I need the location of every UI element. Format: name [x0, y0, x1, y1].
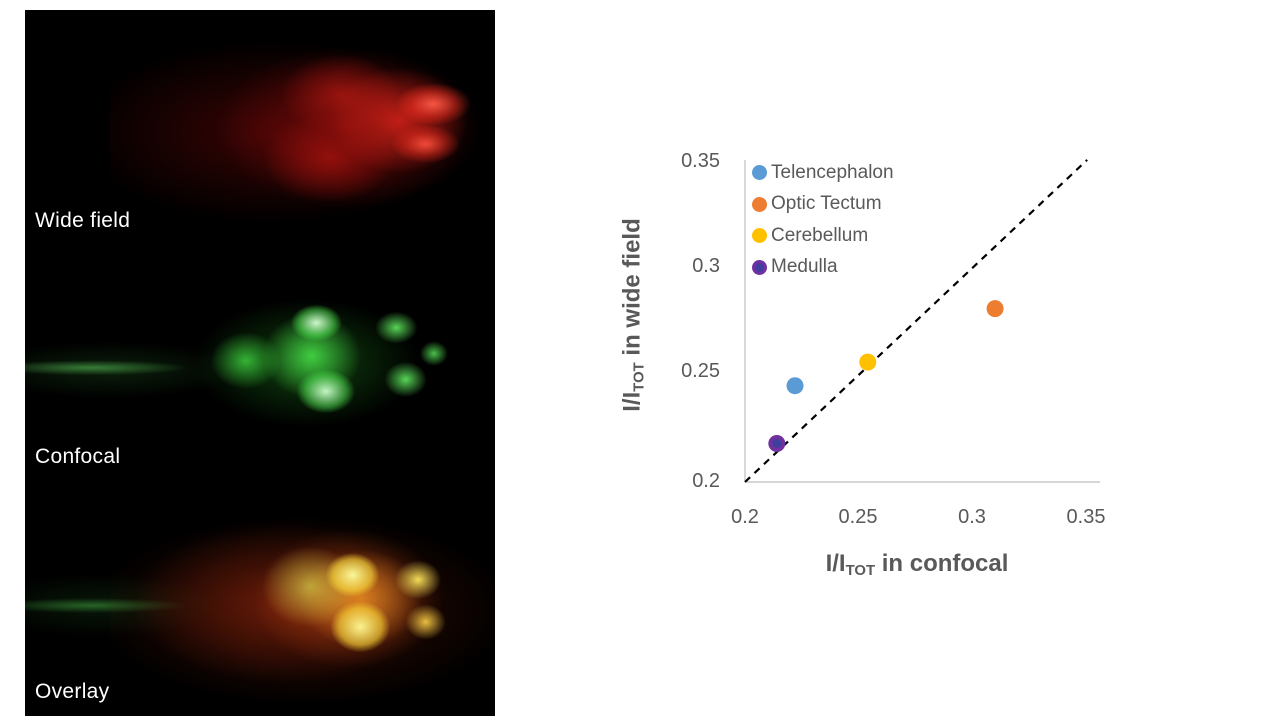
x-axis-title-main: I/I [825, 550, 846, 577]
x-tick-label: 0.3 [958, 506, 986, 528]
legend-label: Cerebellum [771, 224, 869, 246]
legend-item-cerebellum: Cerebellum [752, 220, 894, 252]
x-tick-label: 0.35 [1066, 506, 1106, 528]
widefield-label: Wide field [35, 209, 131, 233]
y-tick-label: 0.25 [681, 360, 720, 382]
overlay-panel: Overlay [25, 480, 495, 716]
overlay-merged-fluorescence-image [109, 480, 495, 716]
confocal-panel: Confocal [25, 245, 495, 481]
x-axis-title-rest: in confocal [875, 550, 1009, 577]
legend-item-telencephalon: Telencephalon [752, 157, 894, 189]
y-axis-title-main: I/I [618, 391, 646, 412]
cerebellum-marker-icon [752, 228, 767, 244]
widefield-red-fluorescence-image [109, 10, 495, 246]
legend-label: Telencephalon [771, 161, 894, 183]
microscopy-figure: Wide field Confocal Overlay [25, 10, 495, 716]
x-axis-title: I/ITOT in confocal [826, 550, 1009, 579]
telencephalon-marker-icon [752, 165, 767, 181]
y-tick-label: 0.2 [692, 470, 720, 492]
confocal-label: Confocal [35, 444, 121, 468]
y-tick-label: 0.35 [681, 150, 720, 172]
medulla-marker-icon [752, 259, 767, 275]
x-axis-title-subscript: TOT [845, 563, 876, 580]
x-tick-label: 0.2 [731, 506, 759, 528]
y-axis-title: I/ITOT in wide field [618, 218, 647, 412]
chart-legend: Telencephalon Optic Tectum Cerebellum Me… [752, 157, 894, 283]
y-axis-title-rest: in wide field [618, 218, 646, 363]
legend-label: Medulla [771, 256, 838, 278]
optic-tectum-marker-icon [752, 196, 767, 212]
y-axis-title-subscript: TOT [631, 362, 648, 392]
widefield-panel: Wide field [25, 10, 495, 246]
confocal-green-fluorescence-image [25, 245, 495, 481]
legend-item-optic-tectum: Optic Tectum [752, 189, 894, 221]
legend-label: Optic Tectum [771, 193, 882, 215]
legend-item-medulla: Medulla [752, 252, 894, 284]
y-tick-label: 0.3 [692, 255, 720, 277]
x-tick-label: 0.25 [838, 506, 878, 528]
overlay-label: Overlay [35, 679, 110, 703]
